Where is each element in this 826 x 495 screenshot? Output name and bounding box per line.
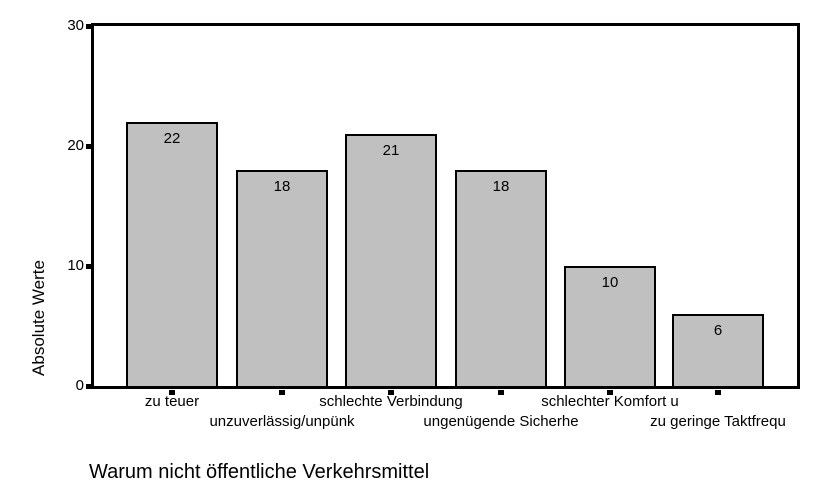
bar: 18: [455, 170, 547, 386]
bar-value-label: 18: [492, 178, 510, 195]
bar-value-label: 21: [382, 142, 400, 159]
bar: 22: [126, 122, 218, 386]
bar: 10: [564, 266, 656, 386]
x-tick-label: zu teuer: [144, 393, 200, 410]
x-tick-mark: [715, 390, 721, 395]
x-tick-mark: [279, 390, 285, 395]
plot-area: 22 18 21 18 10 6: [91, 23, 800, 389]
y-tick-mark: [86, 24, 91, 29]
x-tick-mark: [388, 390, 394, 395]
y-axis-title: Absolute Werte: [29, 260, 48, 376]
y-tick-label: 10: [67, 257, 84, 274]
bar-value-label: 6: [713, 322, 723, 339]
x-tick-label: schlechte Verbindung: [319, 393, 463, 410]
x-tick-mark: [607, 390, 613, 395]
bar-value-label: 10: [601, 274, 619, 291]
bar: 21: [345, 134, 437, 386]
x-axis-title: Warum nicht öffentliche Verkehrsmittel: [89, 461, 430, 483]
y-tick-mark: [86, 144, 91, 149]
x-tick-label: ungenügende Sicherhe: [423, 413, 579, 430]
x-tick-mark: [169, 390, 175, 395]
x-tick-label: unzuverlässig/unpünk: [209, 413, 355, 430]
y-tick-mark: [86, 264, 91, 269]
bar: 6: [672, 314, 764, 386]
bar: 18: [236, 170, 328, 386]
y-tick-label: 0: [75, 377, 84, 394]
bar-value-label: 18: [273, 178, 291, 195]
x-tick-mark: [498, 390, 504, 395]
x-tick-label: schlechter Komfort u: [541, 393, 679, 410]
y-tick-mark: [86, 384, 91, 389]
bar-value-label: 22: [163, 130, 181, 147]
x-tick-label: zu geringe Taktfrequ: [650, 413, 786, 430]
y-tick-label: 30: [67, 17, 84, 34]
plot-inner: 22 18 21 18 10 6: [94, 26, 797, 386]
y-tick-label: 20: [67, 137, 84, 154]
